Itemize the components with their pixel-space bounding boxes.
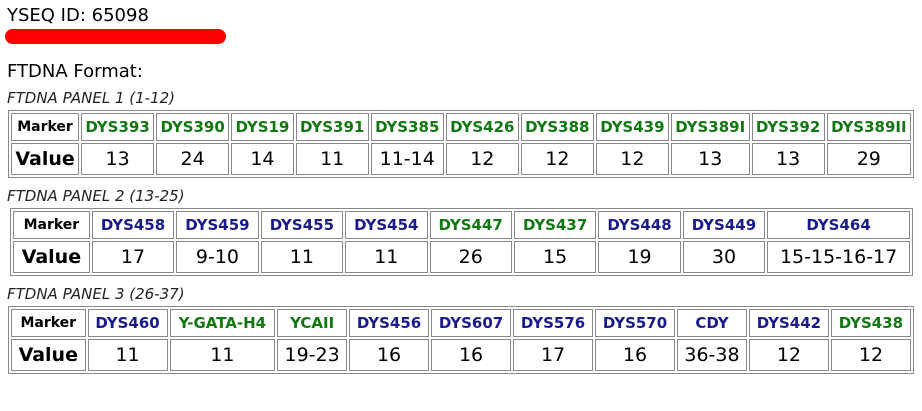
panel-title: FTDNA PANEL 2 (13-25): [7, 187, 185, 205]
marker-name: DYS437: [513, 211, 597, 239]
marker-row: Marker DYS393 DYS390 DYS19 DYS391 DYS385 DYS42…: [11, 113, 911, 141]
marker-value: 12: [520, 143, 594, 175]
marker-value: 12: [595, 143, 669, 175]
marker-name: DYS389I: [670, 113, 750, 141]
redaction: [5, 29, 226, 44]
marker-value: 16: [431, 339, 512, 371]
marker-value: 12: [748, 339, 829, 371]
value-row: Value 17 9-10 11 11 26 15 19 30 15-15-16-17: [13, 241, 910, 273]
row-label: Marker: [11, 113, 80, 141]
marker-name: DYS392: [751, 113, 825, 141]
marker-value: 30: [682, 241, 766, 273]
row-label: Value: [11, 143, 80, 175]
marker-row: Marker DYS460 Y-GATA-H4 YCAII DYS456 DYS607 DY…: [11, 309, 911, 337]
marker-name: DYS458: [91, 211, 175, 239]
marker-name: DYS449: [682, 211, 766, 239]
marker-value: 9-10: [176, 241, 259, 273]
row-label: Value: [11, 339, 86, 371]
marker-value: 15: [513, 241, 597, 273]
row-label: Marker: [11, 309, 86, 337]
marker-name: CDY: [677, 309, 747, 337]
value-row: Value 11 11 19-23 16 16 17 16 36-38 12 12: [11, 339, 911, 371]
marker-value: 11-14: [370, 143, 444, 175]
marker-value: 19: [598, 241, 681, 273]
marker-table: Marker DYS393 DYS390 DYS19 DYS391 DYS385 DYS42…: [8, 110, 914, 178]
marker-value: 15-15-16-17: [767, 241, 910, 273]
marker-name: DYS389II: [826, 113, 911, 141]
marker-value: 26: [429, 241, 512, 273]
marker-name: YCAII: [277, 309, 348, 337]
marker-value: 17: [513, 339, 594, 371]
marker-value: 11: [295, 143, 369, 175]
marker-name: DYS393: [81, 113, 155, 141]
marker-table: Marker DYS460 Y-GATA-H4 YCAII DYS456 DYS607 DY…: [8, 306, 914, 374]
marker-value: 24: [156, 143, 230, 175]
marker-name: DYS576: [513, 309, 594, 337]
marker-value: 16: [595, 339, 676, 371]
marker-name: DYS391: [295, 113, 369, 141]
marker-name: DYS459: [176, 211, 259, 239]
marker-name: DYS390: [156, 113, 230, 141]
marker-name: DYS454: [345, 211, 428, 239]
panels: FTDNA PANEL 1 (1-12) Marker DYS393 DYS390 DY…: [7, 88, 915, 382]
marker-value: 13: [670, 143, 750, 175]
marker-value: 11: [345, 241, 428, 273]
marker-value: 14: [231, 143, 294, 175]
panel-title: FTDNA PANEL 3 (26-37): [7, 285, 185, 303]
marker-value: 13: [81, 143, 155, 175]
marker-value: 12: [830, 339, 911, 371]
marker-name: DYS447: [429, 211, 512, 239]
marker-name: DYS607: [431, 309, 512, 337]
marker-name: DYS460: [87, 309, 168, 337]
marker-value: 11: [260, 241, 344, 273]
marker-value: 17: [91, 241, 175, 273]
panel-title: FTDNA PANEL 1 (1-12): [7, 89, 176, 107]
marker-name: DYS442: [748, 309, 829, 337]
marker-table: Marker DYS458 DYS459 DYS455 DYS454 DYS447 DYS4…: [10, 208, 913, 276]
marker-name: DYS570: [595, 309, 676, 337]
marker-name: DYS439: [595, 113, 669, 141]
marker-value: 11: [169, 339, 276, 371]
marker-name: DYS19: [231, 113, 294, 141]
row-label: Value: [13, 241, 90, 273]
marker-name: DYS438: [830, 309, 911, 337]
row-label: Marker: [13, 211, 90, 239]
marker-value: 19-23: [277, 339, 348, 371]
marker-value: 13: [751, 143, 825, 175]
marker-name: DYS426: [445, 113, 519, 141]
marker-name: DYS464: [767, 211, 910, 239]
marker-value: 11: [87, 339, 168, 371]
marker-value: 12: [445, 143, 519, 175]
marker-name: DYS388: [520, 113, 594, 141]
marker-name: DYS448: [598, 211, 681, 239]
marker-value: 29: [826, 143, 911, 175]
marker-row: Marker DYS458 DYS459 DYS455 DYS454 DYS447 DYS4…: [13, 211, 910, 239]
marker-value: 16: [349, 339, 430, 371]
format-label: FTDNA Format:: [7, 61, 143, 82]
value-row: Value 13 24 14 11 11-14 12 12 12 13 13 29: [11, 143, 911, 175]
marker-value: 36-38: [677, 339, 747, 371]
marker-name: DYS455: [260, 211, 344, 239]
yseq-id: YSEQ ID: 65098: [7, 5, 149, 26]
marker-name: DYS385: [370, 113, 444, 141]
marker-name: DYS456: [349, 309, 430, 337]
marker-name: Y-GATA-H4: [169, 309, 276, 337]
